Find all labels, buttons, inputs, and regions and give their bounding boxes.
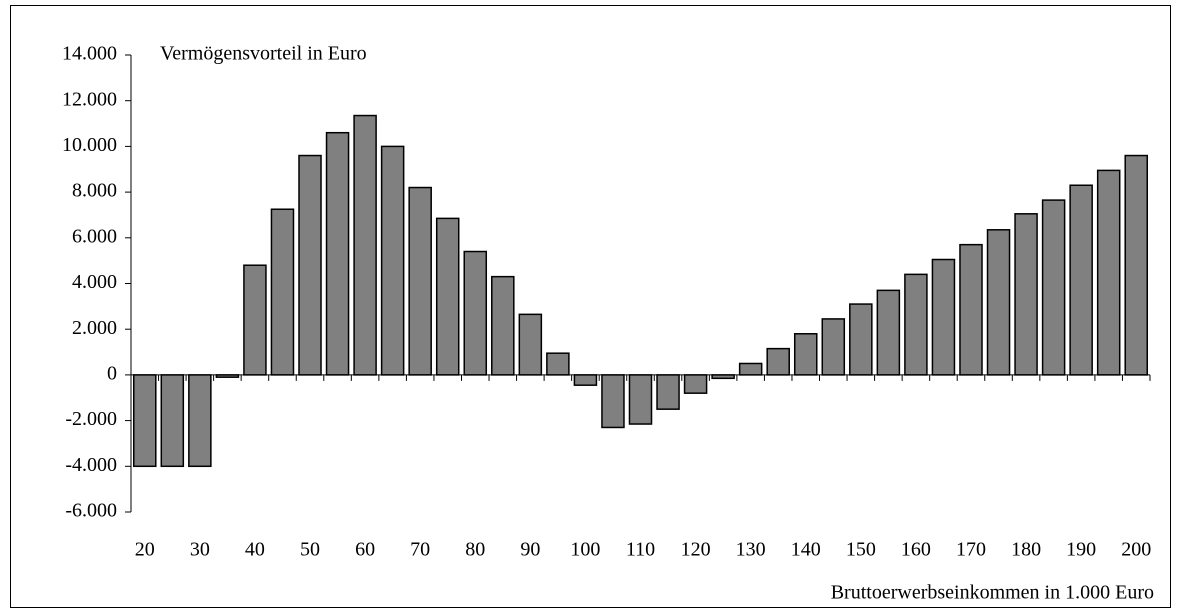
x-axis-label: Bruttoerwerbseinkommen in 1.000 Euro bbox=[831, 582, 1154, 604]
x-tick-label: 90 bbox=[520, 539, 540, 561]
bar bbox=[904, 273, 928, 376]
y-tick-label: -4.000 bbox=[65, 454, 117, 476]
y-tick-label: 0 bbox=[107, 362, 117, 384]
bar bbox=[601, 374, 625, 429]
x-tick-label: 20 bbox=[135, 539, 155, 561]
y-tick-label: 4.000 bbox=[72, 271, 117, 293]
bar bbox=[793, 333, 818, 376]
bar bbox=[435, 217, 460, 376]
x-tick-label: 100 bbox=[570, 539, 600, 561]
bar bbox=[849, 303, 873, 376]
bar bbox=[573, 374, 598, 386]
bar bbox=[188, 374, 212, 468]
bar bbox=[408, 186, 432, 376]
x-tick-label: 50 bbox=[300, 539, 320, 561]
bar bbox=[270, 208, 295, 376]
x-tick-label: 150 bbox=[846, 539, 876, 561]
y-tick-label: -6.000 bbox=[65, 500, 117, 522]
x-tick-label: 140 bbox=[791, 539, 821, 561]
bar bbox=[353, 114, 377, 376]
y-tick-label: 14.000 bbox=[62, 43, 117, 65]
bar bbox=[766, 347, 790, 376]
bar bbox=[325, 131, 350, 376]
bar bbox=[683, 374, 708, 394]
y-axis-label: Vermögensvorteil in Euro bbox=[160, 43, 367, 65]
y-tick-label: -2.000 bbox=[65, 408, 117, 430]
x-tick-label: 80 bbox=[465, 539, 485, 561]
bar bbox=[821, 318, 846, 376]
x-tick-label: 70 bbox=[410, 539, 430, 561]
bar bbox=[656, 374, 680, 410]
bar bbox=[1069, 184, 1093, 376]
y-tick-label: 6.000 bbox=[72, 225, 117, 247]
chart-frame bbox=[10, 5, 1171, 608]
x-tick-label: 40 bbox=[245, 539, 265, 561]
bar bbox=[243, 264, 267, 376]
bar bbox=[518, 313, 543, 376]
bar bbox=[1124, 154, 1148, 376]
x-tick-label: 130 bbox=[736, 539, 766, 561]
x-tick-label: 30 bbox=[190, 539, 210, 561]
y-tick-label: 10.000 bbox=[62, 134, 117, 156]
x-tick-label: 120 bbox=[681, 539, 711, 561]
y-tick-label: 8.000 bbox=[72, 180, 117, 202]
y-tick-label: 12.000 bbox=[62, 88, 117, 110]
bar bbox=[628, 374, 653, 425]
bar bbox=[986, 229, 1011, 376]
bar bbox=[463, 250, 488, 376]
y-tick-label: 2.000 bbox=[72, 317, 117, 339]
bar bbox=[876, 289, 901, 376]
x-tick-label: 180 bbox=[1011, 539, 1041, 561]
x-tick-label: 110 bbox=[626, 539, 655, 561]
bar bbox=[298, 154, 322, 376]
x-tick-label: 160 bbox=[901, 539, 931, 561]
bar bbox=[959, 243, 983, 376]
bar bbox=[133, 374, 157, 468]
bar bbox=[1096, 169, 1121, 376]
bar bbox=[546, 352, 570, 376]
bar bbox=[160, 374, 185, 468]
x-tick-label: 60 bbox=[355, 539, 375, 561]
bar bbox=[738, 362, 763, 376]
x-tick-label: 190 bbox=[1066, 539, 1096, 561]
bar bbox=[1041, 199, 1066, 376]
bar bbox=[380, 145, 405, 376]
bar bbox=[491, 275, 515, 376]
bar bbox=[931, 258, 956, 376]
x-tick-label: 200 bbox=[1121, 539, 1151, 561]
bar bbox=[1014, 213, 1038, 376]
x-tick-label: 170 bbox=[956, 539, 986, 561]
bar bbox=[711, 374, 735, 380]
